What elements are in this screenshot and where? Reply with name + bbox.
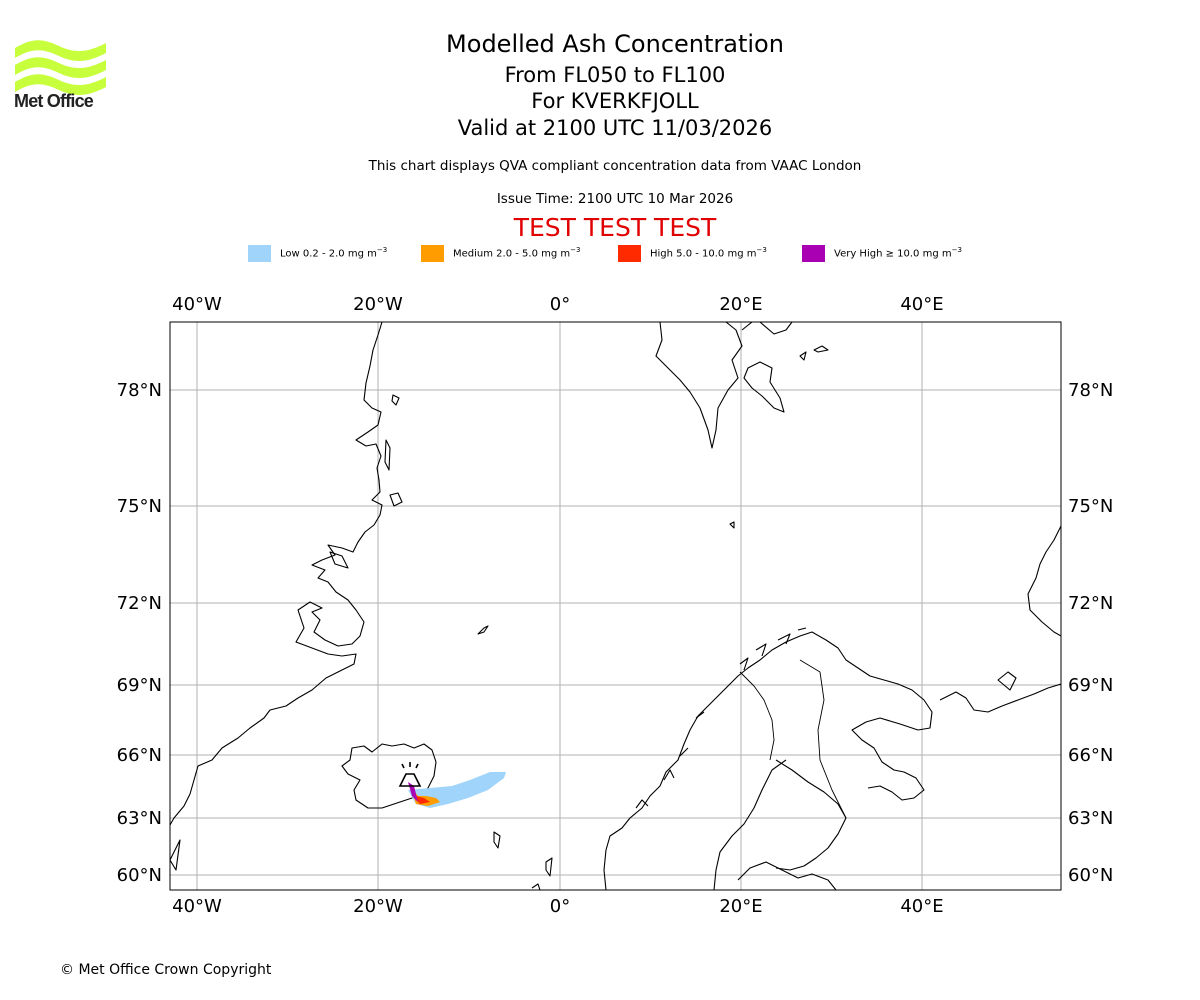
map-frame — [169, 321, 1062, 891]
flight-level: From FL050 to FL100 — [504, 63, 726, 87]
legend-swatch-high — [618, 245, 641, 262]
border-finland-russia — [799, 659, 847, 819]
coast-shetland — [545, 857, 553, 877]
coast-svalbard-east — [743, 361, 785, 413]
coast-novaya-zemlya — [1027, 525, 1061, 637]
coast-bothnia-west — [713, 759, 787, 890]
qva-note: This chart displays QVA compliant concen… — [368, 158, 862, 174]
lon-label-top: 40°E — [900, 294, 943, 315]
legend-swatch-low — [248, 245, 271, 262]
lat-label-left: 69°N — [117, 675, 162, 696]
lon-label-bottom: 20°W — [353, 896, 403, 917]
lon-label-top: 20°W — [353, 294, 403, 315]
lat-label-right: 78°N — [1068, 380, 1113, 401]
coast-greenland — [170, 322, 383, 826]
coast-greenland-island-1 — [391, 394, 400, 406]
lat-label-right: 63°N — [1068, 808, 1113, 829]
lat-label-right: 66°N — [1068, 745, 1113, 766]
coast-norway — [603, 631, 933, 890]
lat-labels-left: 78°N 75°N 72°N 69°N 66°N 63°N 60°N — [117, 380, 162, 886]
lon-label-bottom: 20°E — [719, 896, 762, 917]
legend-swatch-medium — [421, 245, 444, 262]
coast-norway-islands — [635, 627, 807, 809]
met-office-logo — [15, 40, 106, 96]
border-sweden-norway — [739, 671, 775, 761]
coast-kolguev — [997, 671, 1017, 691]
lat-label-right: 69°N — [1068, 675, 1113, 696]
coast-bothnia-east — [775, 759, 847, 871]
coast-baltic — [737, 861, 837, 890]
lat-label-left: 63°N — [117, 808, 162, 829]
lon-label-bottom: 40°W — [172, 896, 222, 917]
coastlines — [170, 322, 1061, 890]
lat-label-left: 78°N — [117, 380, 162, 401]
ash-very-high — [408, 782, 418, 802]
coast-greenland-island-3 — [389, 492, 403, 507]
legend-label-medium: Medium 2.0 - 5.0 mg m — [453, 248, 571, 260]
logo-wave-3 — [15, 74, 106, 96]
lat-labels-right: 78°N 75°N 72°N 69°N 66°N 63°N 60°N — [1068, 380, 1113, 886]
valid-time: Valid at 2100 UTC 11/03/2026 — [457, 116, 773, 140]
coast-kvitoya — [799, 345, 829, 361]
coast-faroe — [493, 831, 501, 849]
lon-label-bottom: 40°E — [900, 896, 943, 917]
lon-labels-top: 40°W 20°W 0° 20°E 40°E — [172, 294, 943, 315]
lat-label-left: 66°N — [117, 745, 162, 766]
ash-high — [410, 786, 430, 804]
test-banner: TEST TEST TEST — [513, 213, 717, 242]
coast-jan-mayen — [477, 625, 489, 635]
legend-label-high: High 5.0 - 10.0 mg m — [650, 248, 757, 260]
lon-labels-bottom: 40°W 20°W 0° 20°E 40°E — [172, 896, 943, 917]
ash-plume — [408, 772, 506, 808]
coast-greenland-island-5 — [170, 839, 181, 871]
logo-wave-2 — [15, 57, 106, 79]
lat-label-left: 72°N — [117, 593, 162, 614]
legend-label-low: Low 0.2 - 2.0 mg m — [280, 248, 377, 260]
coast-bjornoya — [729, 521, 735, 529]
logo-wordmark: Met Office — [14, 91, 94, 111]
lat-label-right: 72°N — [1068, 593, 1113, 614]
lat-label-right: 75°N — [1068, 496, 1113, 517]
lat-label-left: 60°N — [117, 865, 162, 886]
copyright: © Met Office Crown Copyright — [60, 962, 272, 978]
coast-greenland-island-2 — [384, 439, 391, 471]
lat-label-left: 75°N — [117, 496, 162, 517]
lon-label-top: 20°E — [719, 294, 762, 315]
volcano-symbol — [398, 762, 422, 787]
graticule — [170, 322, 1061, 890]
lat-label-right: 60°N — [1068, 865, 1113, 886]
chart-title: Modelled Ash Concentration — [446, 30, 784, 58]
logo-wave-1 — [15, 40, 106, 62]
coast-scotland — [531, 883, 541, 890]
legend-swatch-very-high — [802, 245, 825, 262]
legend: Low 0.2 - 2.0 mg m−3 Medium 2.0 - 5.0 mg… — [0, 244, 1200, 264]
volcano-name: For KVERKFJOLL — [531, 89, 699, 113]
legend-label-very-high: Very High ≥ 10.0 mg m — [834, 248, 952, 260]
issue-time: Issue Time: 2100 UTC 10 Mar 2026 — [496, 191, 734, 207]
coast-greenland-island-4 — [329, 551, 349, 569]
lon-label-top: 40°W — [172, 294, 222, 315]
lon-label-bottom: 0° — [550, 896, 570, 917]
coast-svalbard-north — [741, 322, 793, 335]
coast-kola-east — [939, 683, 1061, 713]
coast-svalbard-west — [655, 322, 743, 449]
lon-label-top: 0° — [550, 294, 570, 315]
